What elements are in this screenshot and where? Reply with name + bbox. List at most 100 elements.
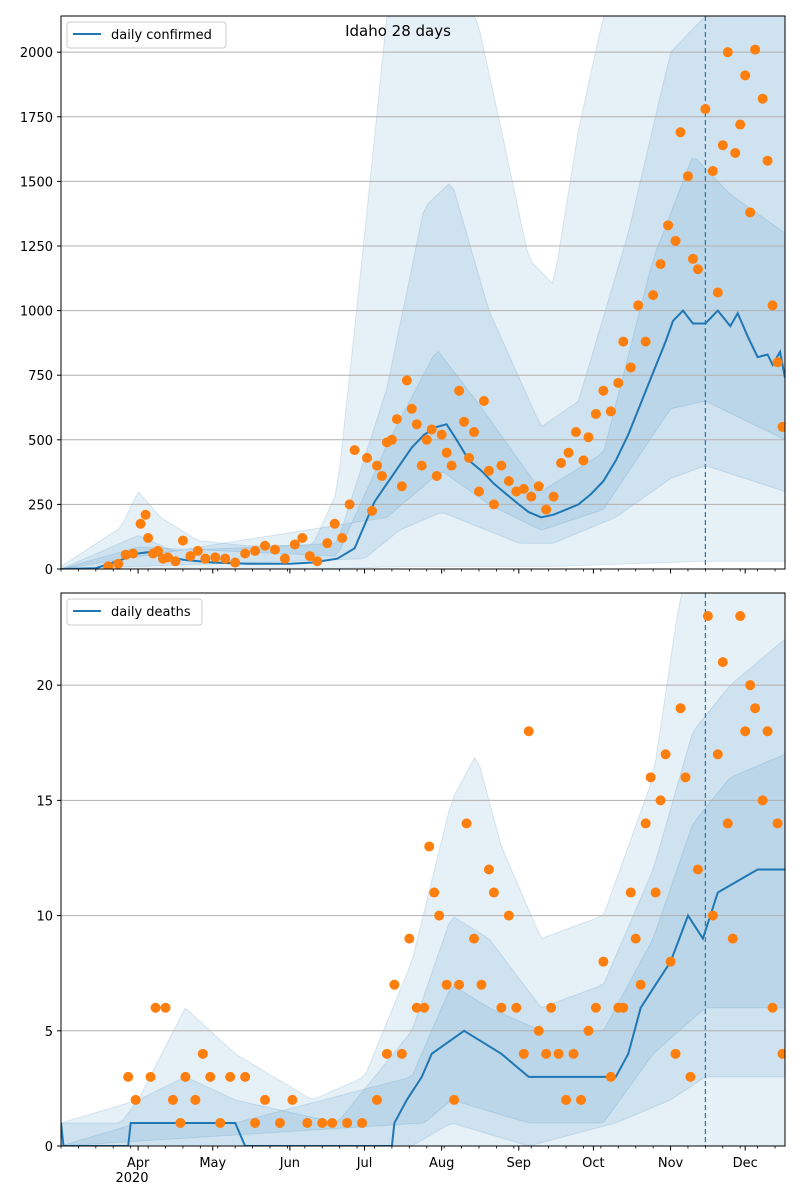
confirmed-observed-point: [762, 155, 773, 166]
deaths-panel: 0 5 10 15 20 Apr May Jun Jul Aug Sep Oct Nov Dec 202…: [36, 592, 786, 1186]
confirmed-observed-point: [103, 561, 114, 569]
deaths-observed-point: [680, 772, 691, 783]
deaths-observed-point: [215, 1117, 226, 1128]
chart-title: Idaho 28 days: [345, 22, 451, 40]
confirmed-observed-point: [304, 551, 315, 562]
confirmed-observed-point: [200, 553, 211, 564]
deaths-observed-point: [302, 1117, 313, 1128]
confirmed-observed-point: [344, 499, 355, 510]
confirmed-y-tick-label: 1250: [20, 240, 53, 255]
confirmed-gridlines: [61, 51, 785, 505]
confirmed-observed-point: [431, 470, 442, 481]
deaths-legend-label: daily deaths: [111, 605, 191, 620]
deaths-observed-point: [454, 979, 465, 990]
confirmed-observed-point: [675, 127, 686, 138]
deaths-observed-point: [371, 1094, 382, 1105]
deaths-observed-point: [357, 1117, 368, 1128]
deaths-observed-point: [533, 1025, 544, 1036]
deaths-observed-point: [287, 1094, 298, 1105]
deaths-legend: daily deaths: [66, 598, 203, 626]
confirmed-observed-point: [349, 445, 360, 456]
confirmed-y-tick-label: 250: [28, 498, 53, 513]
deaths-observed-point: [404, 933, 415, 944]
deaths-x-tick-label: Nov: [658, 1156, 684, 1171]
deaths-x-tick-label: Apr: [127, 1156, 150, 1171]
deaths-observed-point: [205, 1071, 216, 1082]
deaths-observed-point: [745, 680, 756, 691]
deaths-observed-point: [650, 887, 661, 898]
confirmed-observed-point: [406, 403, 417, 414]
deaths-x-axis: Apr May Jun Jul Aug Sep Oct Nov Dec: [60, 1146, 776, 1171]
deaths-observed-point: [424, 841, 435, 852]
deaths-observed-point: [130, 1094, 141, 1105]
deaths-observed-point: [389, 979, 400, 990]
confirmed-observed-point: [220, 553, 231, 564]
deaths-observed-point: [411, 1002, 422, 1013]
deaths-observed-point: [197, 1048, 208, 1059]
confirmed-y-tick-label: 2000: [20, 46, 53, 61]
deaths-observed-point: [655, 795, 666, 806]
confirmed-observed-point: [426, 424, 437, 435]
deaths-observed-point: [488, 887, 499, 898]
confirmed-observed-point: [454, 385, 465, 396]
confirmed-observed-point: [250, 545, 261, 556]
confirmed-observed-point: [162, 552, 173, 563]
deaths-uncertainty-bands: [61, 593, 785, 1146]
confirmed-axes-frame: [60, 15, 786, 570]
confirmed-observed-point: [605, 406, 616, 417]
confirmed-y-tick-label: 0: [45, 563, 53, 578]
confirmed-observed-point: [366, 505, 377, 516]
deaths-observed-point: [145, 1071, 156, 1082]
confirmed-observed-point: [757, 93, 768, 104]
confirmed-observed-point: [135, 518, 146, 529]
confirmed-uncertainty-bands: [61, 16, 785, 569]
deaths-observed-point: [767, 1002, 778, 1013]
confirmed-observed-point: [411, 419, 422, 430]
deaths-x-tick-label: Dec: [733, 1156, 758, 1171]
deaths-observed-point: [707, 910, 718, 921]
deaths-observed-point: [274, 1117, 285, 1128]
confirmed-observed-point: [692, 264, 703, 275]
confirmed-observed-point: [563, 447, 574, 458]
deaths-observed-point: [250, 1117, 261, 1128]
deaths-observed-point: [553, 1048, 564, 1059]
deaths-observed-point: [541, 1048, 552, 1059]
deaths-observed-point: [260, 1094, 271, 1105]
deaths-observed-point: [670, 1048, 681, 1059]
deaths-observed-point: [429, 887, 440, 898]
deaths-x-tick-label: Oct: [582, 1156, 604, 1171]
confirmed-observed-point: [488, 499, 499, 510]
confirmed-observed-point: [496, 460, 507, 471]
deaths-observed-point: [717, 657, 728, 668]
deaths-observed-point: [750, 703, 761, 714]
confirmed-observed-point: [526, 491, 537, 502]
confirmed-observed-point: [113, 558, 124, 569]
confirmed-observed-point: [533, 481, 544, 492]
deaths-observed-point: [381, 1048, 392, 1059]
confirmed-observed-point: [337, 532, 348, 543]
deaths-axes-frame: [60, 592, 786, 1147]
confirmed-y-tick-label: 750: [28, 369, 53, 384]
deaths-observed-point: [590, 1002, 601, 1013]
confirmed-observed-point: [436, 429, 447, 440]
deaths-observed-point: [772, 818, 783, 829]
confirmed-observed-point: [556, 458, 567, 469]
deaths-observed-point: [660, 749, 671, 760]
deaths-observed-point: [160, 1002, 171, 1013]
confirmed-observed-point: [153, 545, 164, 556]
deaths-observed-point: [712, 749, 723, 760]
deaths-observed-point: [598, 956, 609, 967]
deaths-observed-point: [441, 979, 452, 990]
confirmed-observed-point: [625, 362, 636, 373]
confirmed-observed-point: [401, 375, 412, 386]
confirmed-observed-point: [446, 460, 457, 471]
deaths-x-tick-label: Aug: [429, 1156, 454, 1171]
deaths-observed-point: [727, 933, 738, 944]
confirmed-observed-point: [633, 300, 644, 311]
deaths-legend-box: [66, 598, 203, 626]
deaths-observed-point: [546, 1002, 557, 1013]
deaths-observed-point: [175, 1117, 186, 1128]
confirmed-observed-point: [376, 470, 387, 481]
confirmed-observed-point: [120, 549, 131, 560]
